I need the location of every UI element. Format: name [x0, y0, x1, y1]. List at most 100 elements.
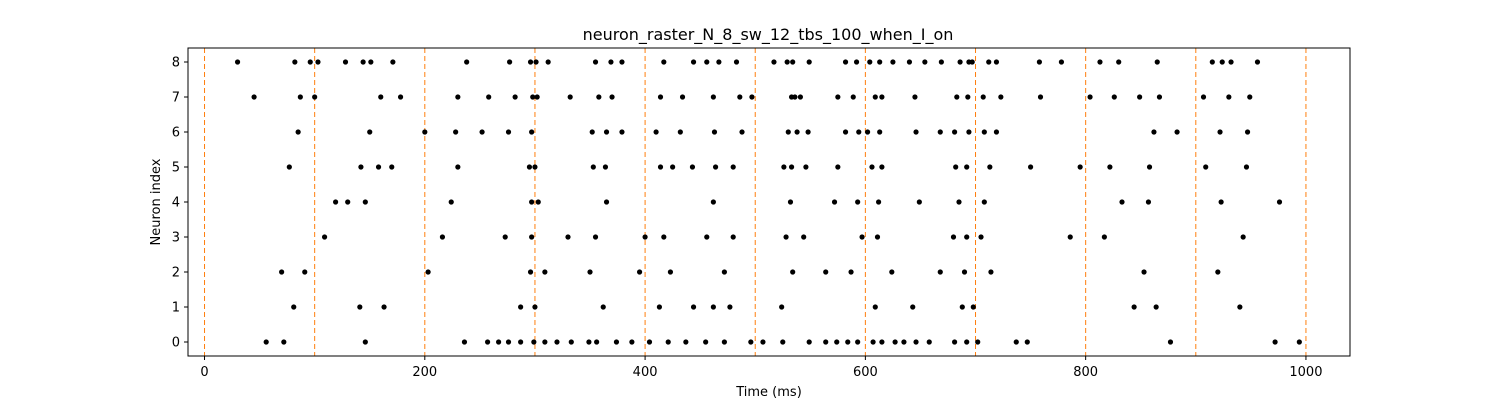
spike-point — [608, 59, 614, 65]
spike-point — [1024, 339, 1030, 345]
spike-point — [690, 59, 697, 65]
spike-point — [507, 59, 513, 65]
spike-point — [710, 304, 716, 310]
spike-point — [913, 129, 919, 135]
spike-point — [913, 339, 919, 345]
spike-point — [529, 199, 535, 205]
y-tick-label: 5 — [172, 161, 180, 176]
x-tick-label: 200 — [412, 365, 437, 380]
y-tick-label: 1 — [172, 301, 180, 316]
spike-point — [689, 164, 696, 170]
spike-point — [286, 164, 292, 170]
spike-point — [453, 129, 459, 135]
spike-point — [312, 94, 318, 100]
spike-point — [368, 59, 374, 65]
spike-point — [679, 94, 686, 100]
spike-point — [721, 339, 727, 345]
spike-point — [978, 234, 984, 240]
spike-point — [362, 339, 368, 345]
spike-point — [295, 129, 301, 135]
spike-point — [357, 304, 363, 310]
spike-point — [1296, 339, 1302, 345]
spike-point — [748, 339, 754, 345]
spike-point — [987, 164, 993, 170]
spike-point — [780, 339, 786, 345]
spike-point — [565, 234, 571, 240]
x-tick-label: 400 — [633, 365, 658, 380]
spike-point — [823, 339, 829, 345]
spike-point — [1141, 269, 1147, 275]
spike-point — [1240, 234, 1246, 240]
spike-point — [875, 199, 882, 205]
spike-point — [1174, 129, 1180, 135]
spike-point — [526, 164, 533, 170]
spike-point — [532, 164, 538, 170]
spike-point — [600, 304, 606, 310]
spike-point — [690, 304, 697, 310]
spike-point — [867, 59, 873, 65]
spike-point — [502, 234, 508, 240]
spike-point — [486, 94, 492, 100]
spike-point — [1215, 269, 1221, 275]
spike-point — [721, 269, 727, 275]
spike-point — [529, 129, 535, 135]
y-tick-label: 0 — [172, 336, 180, 351]
spike-point — [831, 199, 838, 205]
spike-point — [872, 94, 878, 100]
y-axis-ticks: 0 1 2 3 4 5 6 7 8 — [172, 56, 188, 351]
spike-point — [389, 164, 395, 170]
spike-point — [737, 94, 743, 100]
spike-point — [859, 234, 865, 240]
spike-point — [856, 129, 862, 135]
y-tick-label: 4 — [172, 196, 180, 211]
spike-point — [953, 164, 959, 170]
spike-point — [835, 164, 841, 170]
spike-point — [609, 94, 615, 100]
spike-point — [234, 59, 241, 65]
spike-point — [505, 339, 512, 345]
spike-point — [263, 339, 269, 345]
spike-point — [518, 304, 524, 310]
spike-point — [771, 59, 777, 65]
y-tick-label: 8 — [172, 56, 180, 71]
spike-point — [993, 59, 1000, 65]
spike-point — [716, 59, 722, 65]
spike-point — [1209, 59, 1215, 65]
spike-point — [790, 269, 796, 275]
spike-point — [367, 129, 373, 135]
spike-point — [542, 269, 548, 275]
spike-point — [806, 339, 812, 345]
spike-point — [937, 129, 943, 135]
spike-point — [479, 129, 485, 135]
spike-point — [375, 164, 382, 170]
spike-point — [710, 94, 716, 100]
spike-point — [993, 129, 1000, 135]
x-tick-label: 0 — [200, 365, 208, 380]
spike-point — [512, 94, 518, 100]
spike-point — [1243, 164, 1250, 170]
spike-point — [959, 304, 965, 310]
spike-point — [281, 339, 287, 345]
spike-point — [1203, 164, 1209, 170]
chart-title: neuron_raster_N_8_sw_12_tbs_100_when_I_o… — [583, 25, 954, 45]
y-tick-label: 6 — [172, 126, 180, 141]
spike-point — [455, 164, 461, 170]
spike-point — [916, 199, 922, 205]
spike-point — [656, 304, 663, 310]
spike-point — [845, 339, 851, 345]
spike-point — [1151, 129, 1157, 135]
y-axis-label: Neuron index — [149, 158, 164, 245]
spike-point — [302, 269, 308, 275]
spike-point — [869, 164, 875, 170]
spike-point — [834, 339, 840, 345]
spike-point — [530, 94, 536, 100]
spike-point — [805, 129, 811, 135]
spike-point — [964, 164, 970, 170]
spike-point — [739, 129, 745, 135]
spike-point — [397, 94, 404, 100]
spike-point — [787, 199, 794, 205]
spike-point — [870, 339, 876, 345]
spike-point — [711, 129, 718, 135]
spike-point — [1137, 94, 1143, 100]
spike-point — [529, 234, 535, 240]
